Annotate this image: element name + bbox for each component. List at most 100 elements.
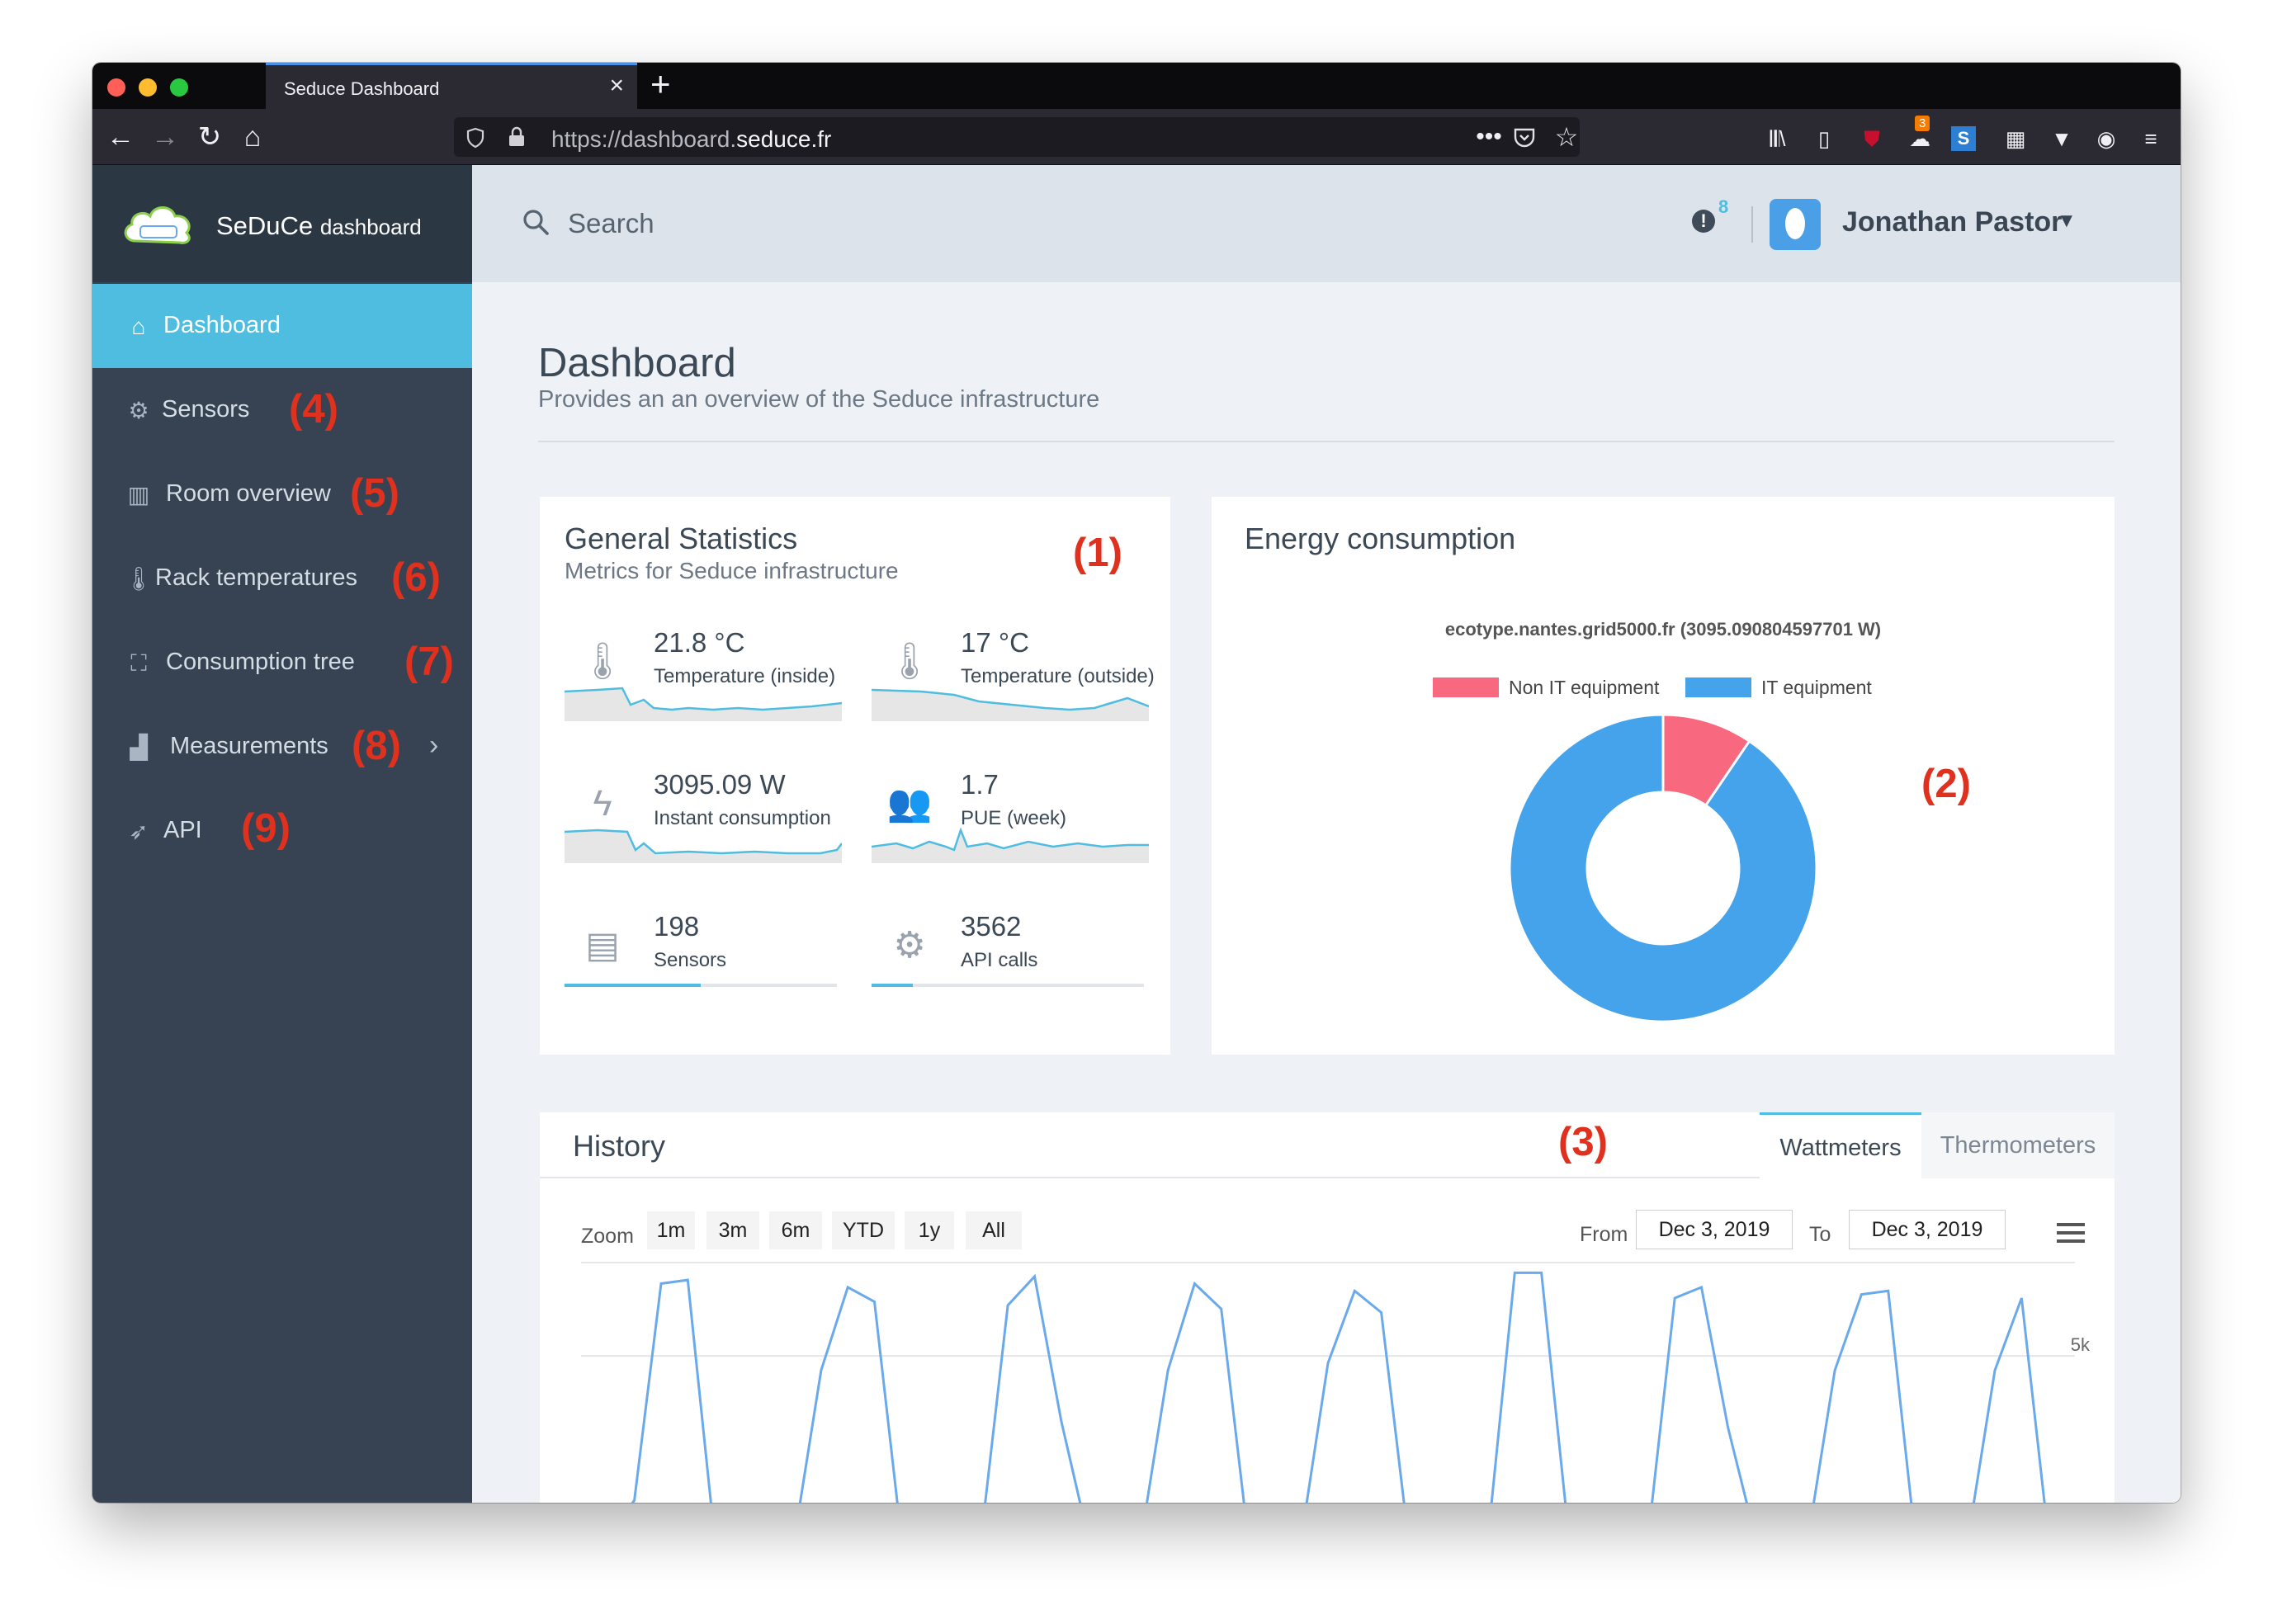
legend-swatch: [1433, 677, 1499, 697]
back-icon[interactable]: ←: [106, 121, 135, 153]
grid-extension-icon[interactable]: ▦: [2005, 126, 2026, 151]
browser-window: Seduce Dashboard × + ← → ↻ ⌂ https://das…: [92, 63, 2181, 1503]
extension-badge: 3: [1915, 116, 1930, 131]
users-icon: 👥: [886, 783, 933, 824]
metric-value: 1.7: [961, 769, 999, 800]
metric-sensors: ▤ 198 Sensors: [565, 904, 842, 1036]
menu-icon[interactable]: ≡: [2144, 126, 2157, 151]
from-date-input[interactable]: Dec 3, 2019: [1636, 1210, 1793, 1249]
sparkline: [565, 687, 842, 721]
sidebar-item-consumption-tree[interactable]: ⛶ Consumption tree (7): [92, 621, 472, 705]
sensors-progress-bar: [565, 984, 837, 987]
from-label: From: [1580, 1223, 1628, 1246]
sparkline: [565, 829, 842, 863]
pocket-icon[interactable]: [1512, 125, 1537, 150]
metric-api-calls: ⚙ 3562 API calls: [872, 904, 1149, 1036]
chevron-right-icon: ›: [429, 729, 439, 761]
annotation-label: (9): [241, 806, 291, 851]
annotation-label: (1): [1073, 531, 1122, 575]
donut-slice-it[interactable]: [1508, 713, 1818, 1023]
seduce-logo: [124, 206, 191, 244]
zoom-label: Zoom: [581, 1225, 634, 1248]
zoom-all-button[interactable]: All: [966, 1211, 1022, 1249]
general-statistics-card: General Statistics Metrics for Seduce in…: [540, 497, 1170, 1055]
zoom-1y-button[interactable]: 1y: [905, 1211, 954, 1249]
sidebar-item-label: Dashboard: [163, 312, 281, 338]
bookmark-star-icon[interactable]: ☆: [1554, 122, 1579, 152]
annotation-label: (5): [350, 471, 399, 516]
metric-label: Temperature (outside): [961, 665, 1155, 687]
tab-wattmeters[interactable]: Wattmeters: [1760, 1112, 1921, 1178]
history-line-chart: 5k2.5k: [581, 1262, 2091, 1503]
brand-name: SeDuCe dashboard: [216, 211, 422, 240]
new-tab-button[interactable]: +: [650, 64, 671, 103]
brand[interactable]: SeDuCe dashboard: [92, 165, 472, 282]
sidebar-item-measurements[interactable]: ▟ Measurements (8) ›: [92, 705, 472, 789]
zoom-ytd-button[interactable]: YTD: [832, 1211, 895, 1249]
search-input[interactable]: Search: [568, 208, 654, 238]
metric-temperature-outside: 🌡 17 °C Temperature (outside): [872, 621, 1155, 753]
forward-icon[interactable]: →: [151, 121, 179, 153]
sidebar-item-api[interactable]: ➶ API (9): [92, 789, 472, 873]
sidebar: SeDuCe dashboard ⌂ Dashboard ⚙ Sensors (…: [92, 165, 472, 1503]
to-label: To: [1809, 1223, 1831, 1246]
ublock-icon[interactable]: ⛊: [1864, 126, 1880, 151]
sidebar-item-label: Consumption tree: [166, 649, 355, 675]
legend-swatch: [1685, 677, 1751, 697]
url-bar[interactable]: https://dashboard.seduce.fr ••• ☆: [454, 117, 1580, 157]
divider: [540, 1177, 1760, 1178]
tab-thermometers[interactable]: Thermometers: [1921, 1112, 2115, 1178]
s-extension-icon[interactable]: S: [1951, 126, 1976, 151]
sidebar-icon[interactable]: ▯: [1817, 126, 1831, 151]
annotation-label: (4): [289, 387, 338, 432]
zoom-6m-button[interactable]: 6m: [769, 1211, 822, 1249]
avatar[interactable]: [1770, 199, 1821, 250]
sidebar-item-dashboard[interactable]: ⌂ Dashboard: [92, 284, 472, 368]
user-name[interactable]: Jonathan Pastor: [1842, 206, 2063, 238]
card-title: History: [573, 1129, 666, 1163]
sidebar-item-sensors[interactable]: ⚙ Sensors (4): [92, 368, 472, 452]
lock-icon: [509, 126, 524, 146]
to-date-input[interactable]: Dec 3, 2019: [1849, 1210, 2006, 1249]
browser-tab[interactable]: Seduce Dashboard ×: [266, 63, 637, 109]
more-icon[interactable]: •••: [1476, 123, 1502, 150]
tab-close-icon[interactable]: ×: [609, 72, 624, 99]
legend-item-it[interactable]: IT equipment: [1685, 677, 1872, 699]
legend-label: Non IT equipment: [1509, 677, 1660, 698]
sidebar-item-label: API: [163, 817, 202, 843]
home-icon[interactable]: ⌂: [243, 121, 262, 153]
page-title: Dashboard: [538, 341, 736, 385]
metric-value: 21.8 °C: [654, 627, 745, 658]
annotation-label: (6): [391, 555, 441, 600]
metric-pue-week: 👥 1.7 PUE (week): [872, 762, 1149, 895]
v-extension-icon[interactable]: ▼: [2051, 126, 2072, 151]
chip-icon: ▤: [585, 925, 620, 965]
chart-title: ecotype.nantes.grid5000.fr (3095.0908045…: [1444, 619, 1882, 640]
sidebar-item-room-overview[interactable]: ▥ Room overview (5): [92, 452, 472, 536]
search-icon[interactable]: [522, 208, 550, 236]
hamburger-menu-icon[interactable]: [2057, 1223, 2085, 1244]
account-icon[interactable]: ◉: [2096, 126, 2116, 151]
minimize-window-button[interactable]: [139, 78, 157, 97]
caret-down-icon[interactable]: ▼: [2057, 210, 2077, 232]
sidebar-item-label: Room overview: [166, 480, 331, 507]
annotation-label: (8): [352, 724, 401, 768]
card-subtitle: Metrics for Seduce infrastructure: [565, 558, 899, 583]
close-window-button[interactable]: [107, 78, 125, 97]
metric-value: 198: [654, 911, 700, 942]
zoom-3m-button[interactable]: 3m: [706, 1211, 759, 1249]
library-icon[interactable]: 𝄃𝄃\: [1770, 126, 1786, 151]
metric-temperature-inside: 🌡 21.8 °C Temperature (inside): [565, 621, 842, 753]
sidebar-item-rack-temperatures[interactable]: 🌡 Rack temperatures (6): [92, 536, 472, 621]
metric-label: PUE (week): [961, 807, 1067, 829]
top-header: Search ! 8 Jonathan Pastor ▼: [472, 165, 2181, 282]
zoom-1m-button[interactable]: 1m: [647, 1211, 695, 1249]
series-line-wattmeters[interactable]: [581, 1271, 2075, 1503]
legend-item-non-it[interactable]: Non IT equipment: [1433, 677, 1659, 699]
gears-icon: ⚙: [893, 925, 926, 965]
sidebar-item-label: Sensors: [162, 396, 250, 423]
reload-icon[interactable]: ↻: [197, 121, 222, 153]
alert-icon[interactable]: !: [1692, 210, 1715, 233]
zoom-window-button[interactable]: [170, 78, 188, 97]
metric-value: 3095.09 W: [654, 769, 786, 800]
